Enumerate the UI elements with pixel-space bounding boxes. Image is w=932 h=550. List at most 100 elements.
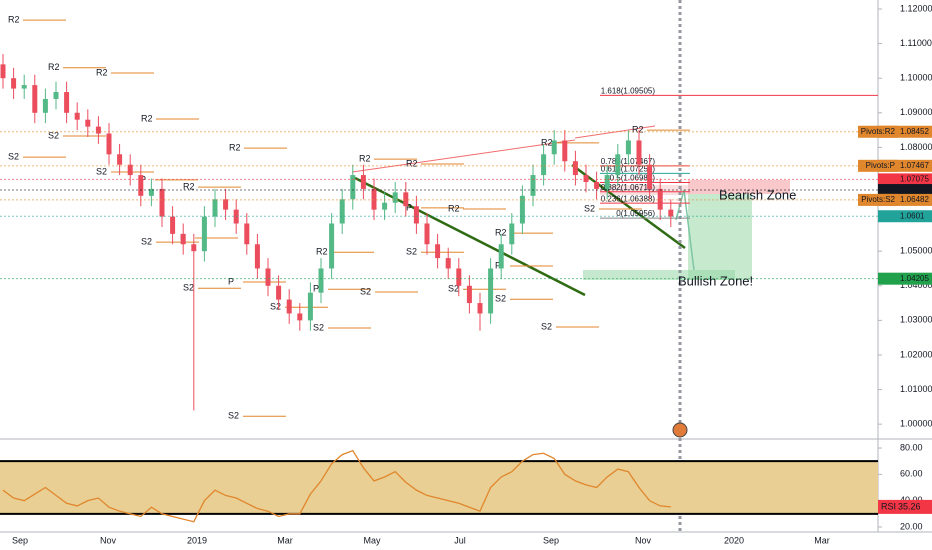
y-tick-label: 60.00 [900, 469, 923, 479]
price-tag [878, 210, 932, 223]
pivot-label: R2 [8, 14, 20, 24]
pivot-label: S2 [406, 247, 417, 257]
pivot-label: R2 [96, 67, 108, 77]
candle-body [95, 126, 101, 134]
price-tag-value: 1.08452 [900, 127, 929, 136]
price-tag-value: 1.07467 [900, 161, 929, 170]
candle-body [339, 199, 345, 224]
x-tick-label: Jul [454, 535, 466, 545]
y-tick-label: 1.05000 [900, 246, 932, 256]
candle-body [456, 268, 462, 286]
price-tag-name-bg [858, 193, 898, 206]
rsi-band [0, 461, 878, 514]
candle-body [562, 140, 568, 162]
price-tag-value: 1.06767 [900, 185, 929, 194]
candle-body [64, 92, 70, 113]
pivot-label: S2 [183, 283, 194, 293]
y-tick-label: 1.04000 [900, 280, 932, 290]
candle-body [191, 244, 197, 252]
candle-body [668, 209, 674, 217]
fib-label: 0.382(1.06718) [601, 183, 656, 192]
candle-body [583, 175, 589, 182]
candle-body [530, 175, 536, 196]
y-tick-label: 1.12000 [900, 3, 932, 13]
x-tick-label: Mar [814, 535, 830, 545]
pivot-label: P [313, 284, 319, 294]
y-tick-label: 1.08000 [900, 142, 932, 152]
x-tick-label: 2020 [724, 535, 744, 545]
y-tick-label: 1.00000 [900, 419, 932, 429]
channel-line [351, 139, 576, 173]
candle-body [519, 195, 525, 224]
candle-body [551, 140, 557, 155]
y-tick-label: 1.09000 [900, 107, 932, 117]
y-tick-label: 1.03000 [900, 315, 932, 325]
x-tick-label: Sep [12, 535, 28, 545]
pivot-label: P [228, 276, 234, 286]
fib-label: 0(1.05956) [616, 209, 655, 218]
price-tag-name: Pivots:R2 [861, 127, 896, 136]
pivot-label: S2 [141, 237, 152, 247]
fib-label: 0.5(1.06984) [610, 174, 656, 183]
candle-body [318, 268, 324, 293]
pivot-label: S2 [495, 294, 506, 304]
candle-body [42, 98, 48, 113]
price-tag [878, 173, 932, 186]
candle-body [329, 223, 335, 269]
candle-body [572, 161, 578, 176]
rsi-tag [878, 499, 932, 514]
pivot-label: P [406, 202, 412, 212]
annotation: Bearish Zone [719, 187, 796, 202]
candle-body [297, 313, 303, 321]
price-tag [878, 272, 932, 285]
candle-body [477, 303, 483, 314]
pivot-label: S2 [8, 151, 19, 161]
fib-label: 0.236(1.06388) [601, 194, 656, 203]
y-tick-label: 1.11000 [900, 38, 932, 48]
candle-body [170, 216, 176, 234]
candle-body [498, 244, 504, 269]
fib-label: 1.618(1.09505) [601, 86, 656, 95]
x-tick-label: 2019 [187, 535, 207, 545]
pivot-label: R2 [632, 124, 644, 134]
candle-body [615, 154, 621, 176]
x-tick-label: Nov [635, 535, 652, 545]
candle-body [541, 154, 547, 176]
bullish-zone-box [583, 270, 735, 280]
candle-body [350, 175, 356, 200]
candle-body [392, 192, 398, 203]
candle-body [223, 199, 229, 210]
y-tick-label: 1.10000 [900, 73, 932, 83]
candle-body [244, 223, 250, 245]
candle-body [254, 244, 260, 269]
candle-body [286, 299, 292, 314]
rsi-line [2, 449, 671, 523]
candle-body [594, 181, 600, 189]
candle-body [403, 192, 409, 207]
candle-body [657, 188, 663, 210]
x-tick-label: Mar [277, 535, 293, 545]
y-tick-label: 80.00 [900, 442, 923, 452]
pivot-label: R2 [359, 154, 371, 164]
fib-label: 0.618(1.07250) [601, 164, 656, 173]
pivot-label: P [495, 260, 501, 270]
candle-body [276, 285, 282, 300]
pivot-label: S2 [313, 322, 324, 332]
candle-body [159, 188, 165, 217]
price-tag-value: 1.06482 [900, 195, 929, 204]
candle-body [488, 268, 494, 314]
candle-body [509, 223, 515, 245]
candle-body [604, 175, 610, 189]
trendline [571, 163, 686, 250]
candle-body [11, 78, 17, 89]
event-icon [672, 422, 688, 438]
candle-body [424, 223, 430, 245]
candle-body [636, 140, 642, 165]
price-tag-name-bg [858, 125, 898, 138]
price-tag-name: Pivots:P [866, 161, 895, 170]
candle-body [201, 216, 207, 252]
pivot-label: R2 [48, 62, 60, 72]
pivot-label: S2 [584, 203, 595, 213]
